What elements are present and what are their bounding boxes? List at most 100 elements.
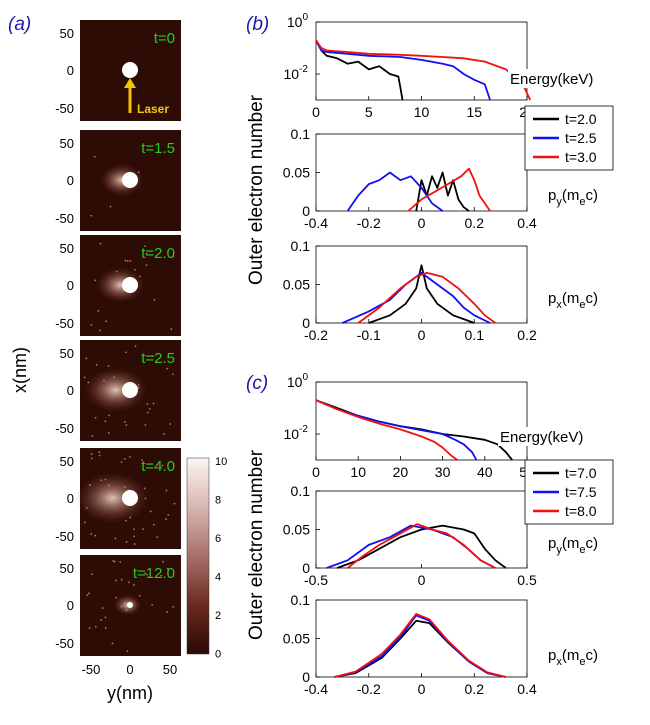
electron-dot (129, 516, 132, 519)
x-tick-label: 0 (418, 327, 426, 343)
series-line (342, 271, 491, 324)
y-tick-base: 10 (284, 426, 300, 442)
electron-dot (162, 560, 165, 563)
frame-ytick-label: 50 (60, 454, 74, 469)
electron-dot (171, 255, 174, 258)
axis-label-part: p (548, 187, 556, 204)
x-tick-label: 0 (418, 681, 426, 697)
x-tick-label: 0.1 (465, 327, 485, 343)
axis-label-part: (m (562, 290, 580, 307)
colorbar-tick-label: 8 (215, 495, 221, 507)
electron-dot (161, 464, 164, 467)
x-tick-label: 0.2 (517, 327, 537, 343)
legend-label: t=8.0 (565, 503, 597, 519)
electron-dot (133, 535, 136, 538)
electron-dot (172, 605, 175, 608)
legend-label: t=7.0 (565, 465, 597, 481)
frame-ytick-label: 50 (60, 561, 74, 576)
label-background (498, 427, 590, 446)
electron-dot (86, 594, 89, 597)
x-tick-label: -0.4 (304, 215, 328, 231)
frame-ytick-label: 50 (60, 26, 74, 41)
electron-dot (144, 572, 147, 575)
electron-dot (115, 270, 118, 273)
electron-dot (120, 578, 123, 581)
electron-dot (149, 510, 152, 513)
electron-dot (138, 594, 141, 597)
y-tick-label: 100 (287, 12, 309, 30)
electron-dot (90, 533, 93, 535)
electron-dot (113, 376, 115, 379)
frame-ytick-label: 0 (67, 598, 74, 613)
axes-frame (315, 381, 528, 461)
x-tick-label: -0.5 (304, 572, 328, 588)
panel-a-xlabel: y(nm) (107, 683, 153, 703)
electron-cloud (96, 267, 145, 303)
y-tick-exponent: 0 (302, 372, 308, 383)
axis-label-part: e (579, 299, 585, 311)
plot-panel: -0.4 -0.2 0 0.2 0.4 0.1 0.05 0 px(mec) (283, 592, 598, 697)
series-line (336, 524, 507, 569)
electron-dot (148, 407, 151, 410)
series-line (368, 264, 475, 324)
electron-dot (94, 534, 97, 537)
heatmap-frame: t=1.5 50 0 -50 (55, 130, 181, 231)
y-tick-exponent: 0 (302, 12, 308, 23)
electron-dot (115, 596, 117, 599)
electron-dot (104, 626, 107, 629)
electron-dot (123, 421, 126, 423)
colorbar-tick-label: 4 (215, 572, 221, 584)
electron-dot (143, 487, 146, 490)
y-tick-label: 0.1 (291, 483, 311, 499)
frame-ytick-label: -50 (55, 421, 74, 436)
electron-dot (146, 573, 148, 576)
electron-dot (85, 506, 88, 509)
y-tick-label: 0.1 (291, 592, 311, 608)
electron-dot (120, 605, 123, 608)
x-tick-label: 15 (466, 104, 482, 120)
legend: t=7.0 t=7.5 t=8.0 (524, 459, 614, 525)
electron-dot (137, 171, 140, 174)
electron-dot (133, 584, 135, 586)
y-tick-label: 0 (302, 203, 310, 219)
electron-dot (90, 457, 93, 460)
x-tick-label: 40 (477, 464, 493, 480)
x-tick-label: -0.2 (304, 327, 328, 343)
axis-label-part: p (548, 647, 556, 664)
electron-dot (120, 461, 123, 464)
electron-dot (166, 567, 169, 570)
electron-dot (109, 205, 112, 208)
y-tick-base: 10 (287, 374, 303, 390)
x-tick-label: 0 (312, 464, 320, 480)
y-tick-label: 0.05 (283, 522, 310, 538)
series-line (357, 271, 496, 324)
x-tick-label: -0.2 (357, 681, 381, 697)
axis-label-part: c) (585, 187, 598, 204)
frame-ytick-label: -50 (55, 211, 74, 226)
x-tick-label: 0 (312, 104, 320, 120)
axis-label: px(mec) (548, 290, 598, 311)
nanoparticle (122, 490, 138, 506)
y-tick-label: 0 (302, 315, 310, 331)
axis-label-part: (m (562, 535, 580, 552)
electron-dot (103, 379, 105, 382)
y-tick-label: 0.05 (283, 165, 310, 181)
x-tick-label: -0.4 (304, 681, 328, 697)
electron-dot (125, 609, 128, 612)
nanoparticle (122, 382, 138, 398)
electron-dot (108, 484, 110, 487)
axis-label-part: y (556, 544, 562, 556)
electron-dot (129, 455, 131, 458)
series-line (315, 399, 458, 461)
electron-dot (146, 403, 149, 406)
y-tick-label: 0.05 (283, 631, 310, 647)
electron-cloud (84, 367, 148, 413)
electron-dot (152, 402, 155, 405)
frame-ytick-label: 0 (67, 491, 74, 506)
electron-dot (125, 519, 127, 522)
axis-label-part: (m (562, 187, 580, 204)
x-tick-label: -0.2 (357, 215, 381, 231)
x-tick-label: 0 (418, 572, 426, 588)
